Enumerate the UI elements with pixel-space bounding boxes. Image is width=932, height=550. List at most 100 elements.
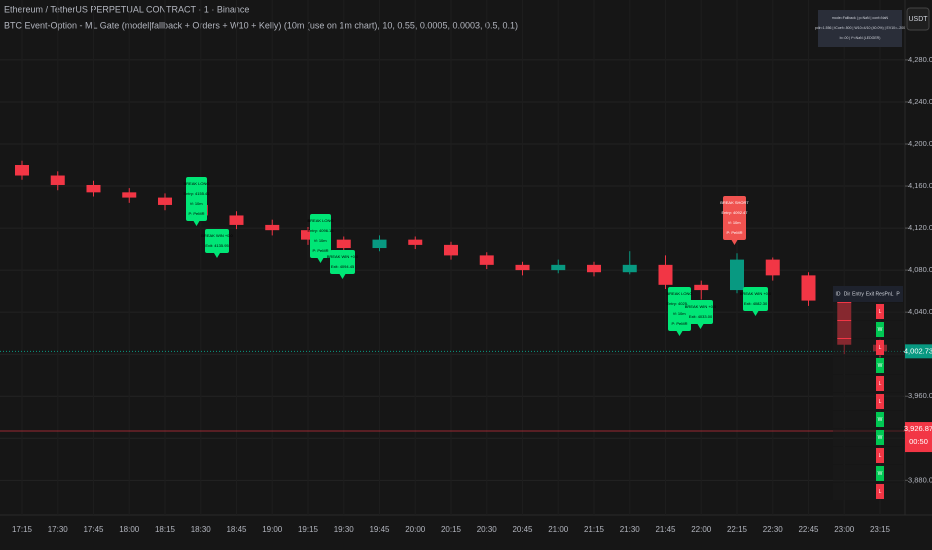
trade-label-text: BREAK LONG xyxy=(183,181,209,186)
ledger-header-text: PnL xyxy=(885,291,894,297)
trade-label-text: BREAK WIN +0.0 xyxy=(740,291,772,296)
candle-body xyxy=(122,192,137,198)
info-text: pdir=1.556 | tCoef=.500 | W10=4/10 (40.0… xyxy=(815,26,905,30)
trade-label xyxy=(205,229,229,253)
candle-body xyxy=(658,264,673,285)
ledger-row xyxy=(833,321,903,338)
trade-pointer xyxy=(731,240,738,245)
ledger-header-text: ID xyxy=(836,291,841,297)
trade-pointer xyxy=(193,221,200,226)
x-tick-label: 19:30 xyxy=(334,525,355,534)
y-tick-label: 4,280.00 xyxy=(908,55,932,64)
trade-label-text: Exit: 4135.95 xyxy=(205,243,229,248)
candle-body xyxy=(408,239,423,245)
result-text: W xyxy=(878,435,883,441)
result-text: L xyxy=(879,399,882,405)
x-tick-label: 19:00 xyxy=(262,525,283,534)
trade-label-text: BREAK WIN +0.0 xyxy=(685,304,717,309)
result-text: W xyxy=(878,327,883,333)
y-tick-label: 3,880.00 xyxy=(908,475,932,484)
x-tick-label: 21:30 xyxy=(620,525,641,534)
candle-body xyxy=(479,255,494,265)
result-text: L xyxy=(879,309,882,315)
currency-button[interactable] xyxy=(906,7,930,31)
ledger-row xyxy=(833,429,903,446)
candle-body xyxy=(730,259,744,291)
trade-label-text: BREAK LONG xyxy=(666,291,692,296)
candle-body xyxy=(515,264,530,271)
candle-body xyxy=(622,264,637,273)
ledger-row xyxy=(833,339,903,356)
trade-pointer xyxy=(752,311,759,316)
result-text: L xyxy=(879,489,882,495)
x-tick-label: 20:00 xyxy=(405,525,426,534)
trade-label-text: Exit: 4082.30 xyxy=(744,301,768,306)
ledger-row xyxy=(833,483,903,500)
y-tick-label: 4,040.00 xyxy=(908,307,932,316)
info-text: mode=Fallback | p=NaN | conf=NaN xyxy=(832,16,889,20)
trade-label xyxy=(723,196,746,240)
candle-body xyxy=(694,284,709,291)
candle-body xyxy=(801,275,816,301)
ledger-row xyxy=(833,393,903,410)
trade-label-text: P: PeMR xyxy=(312,248,328,253)
trade-label-text: BREAK LONG xyxy=(307,218,333,223)
trade-label-text: tf: 10m xyxy=(728,220,741,225)
trade-label-text: BREAK SHORT xyxy=(720,200,749,205)
x-tick-label: 22:30 xyxy=(763,525,784,534)
ledger-header-text: P xyxy=(896,291,900,297)
x-tick-label: 20:15 xyxy=(441,525,462,534)
y-tick-label: 4,240.00 xyxy=(908,97,932,106)
x-tick-label: 20:45 xyxy=(512,525,533,534)
trade-label-text: Entry: 4092.47 xyxy=(721,210,748,215)
ledger-row xyxy=(833,447,903,464)
level-label: 3,926.87 xyxy=(904,424,932,433)
result-text: L xyxy=(879,453,882,459)
ledger-header-text: Exit xyxy=(866,291,875,297)
x-tick-label: 21:45 xyxy=(655,525,676,534)
x-tick-label: 21:15 xyxy=(584,525,605,534)
ledger-row xyxy=(833,303,903,320)
x-tick-label: 19:45 xyxy=(369,525,390,534)
y-tick-label: 4,120.00 xyxy=(908,223,932,232)
trade-pointer xyxy=(697,324,704,329)
x-tick-label: 17:30 xyxy=(48,525,69,534)
candle-body xyxy=(301,230,315,240)
trade-label xyxy=(668,287,691,331)
ledger-header-text: Entry xyxy=(852,291,864,297)
y-tick-label: 4,160.00 xyxy=(908,181,932,190)
trade-label-text: Exit: 4094.45 xyxy=(331,264,355,269)
trade-label-text: BREAK WIN +0.0 xyxy=(327,254,359,259)
trade-label xyxy=(688,300,713,324)
x-tick-label: 20:30 xyxy=(477,525,498,534)
trade-label-text: P: PeMR xyxy=(188,211,204,216)
x-tick-label: 22:15 xyxy=(727,525,748,534)
result-cell xyxy=(876,448,884,463)
x-tick-label: 18:30 xyxy=(191,525,212,534)
ledger-header-text: Dir xyxy=(844,291,851,297)
ledger-header-text: Res xyxy=(876,291,885,297)
trade-label-text: Exit: 4033.00 xyxy=(689,314,713,319)
trade-label-text: Entry: 4025.95 xyxy=(666,301,693,306)
x-tick-label: 21:00 xyxy=(548,525,569,534)
result-cell xyxy=(876,304,884,319)
candle-body xyxy=(551,264,566,271)
trade-label-text: BREAK WIN +0.0 xyxy=(201,233,233,238)
result-cell xyxy=(876,394,884,409)
candle-body xyxy=(50,175,65,185)
result-cell xyxy=(876,358,884,373)
trade-label-text: Entry: 4096.15 xyxy=(307,228,334,233)
trade-pointer xyxy=(676,331,683,336)
info-text: b=.00 | f*=NaN (LEDGER) xyxy=(840,36,881,40)
candle-body xyxy=(15,165,29,176)
ledger-row xyxy=(833,375,903,392)
candle-body xyxy=(372,239,387,249)
x-tick-label: 18:15 xyxy=(155,525,176,534)
trade-label xyxy=(330,250,355,274)
trade-pointer xyxy=(317,258,324,263)
symbol-title: Ethereum / TetherUS PERPETUAL CONTRACT ·… xyxy=(4,4,249,14)
result-cell xyxy=(876,322,884,337)
